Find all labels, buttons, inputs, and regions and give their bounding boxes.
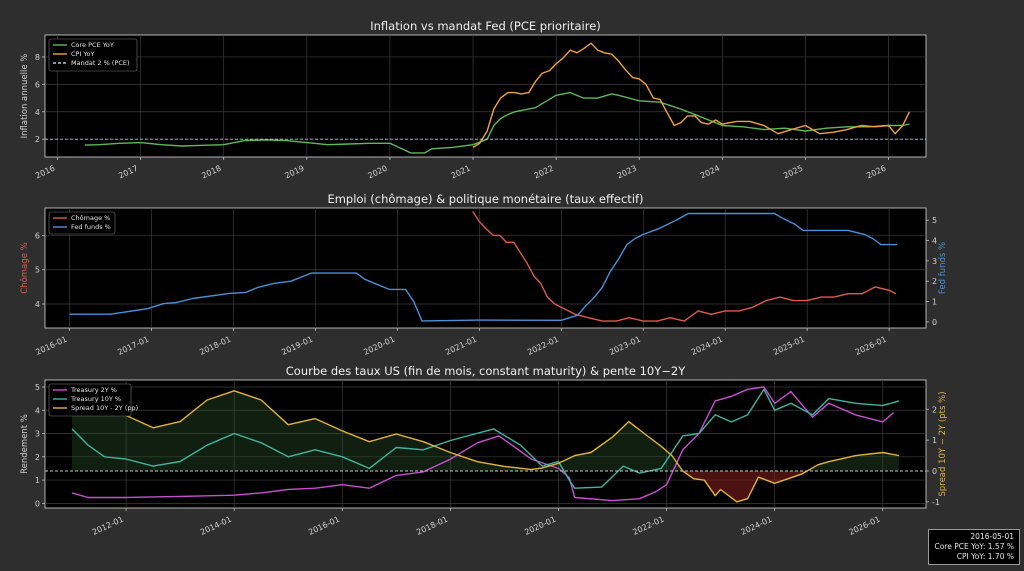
y-tick-label: 5 (35, 266, 40, 275)
plot-area (44, 379, 927, 509)
legend-label: Core PCE YoY (71, 41, 114, 49)
legend-label: Treasury 2Y % (70, 386, 117, 394)
legend-label: Spread 10Y - 2Y (pp) (71, 404, 138, 412)
x-tick-label: 2020-01 (523, 515, 557, 537)
x-tick-label: 2025-01 (772, 335, 806, 357)
y-axis-label-right: Spread 10Y − 2Y (pts %) (938, 391, 948, 496)
chart-title: Inflation vs mandat Fed (PCE prioritaire… (370, 19, 601, 33)
legend-label: Fed funds % (71, 223, 111, 231)
y-axis-label: Inflation annuelle % (20, 54, 30, 139)
series-line-treasury-2y- (71, 386, 895, 502)
y-axis-label-right: Fed funds % (938, 242, 948, 294)
x-tick-label: 2024-01 (739, 515, 773, 537)
legend-label: Mandat 2 % (PCE) (71, 59, 130, 67)
x-tick-label: 2026-01 (854, 335, 888, 357)
plot-area (44, 34, 927, 158)
y-right-tick-label: 4 (932, 237, 937, 246)
x-tick-label: 2019-01 (280, 335, 314, 357)
x-tick-label: 2018-01 (415, 515, 449, 537)
y-right-tick-label: 1 (932, 436, 937, 445)
y-right-tick-label: 2 (932, 277, 937, 286)
chart-title: Courbe des taux US (fin de mois, constan… (286, 364, 686, 378)
y-tick-label: 4 (35, 108, 40, 117)
plot-area (44, 207, 927, 329)
chart-panel-3: Courbe des taux US (fin de mois, constan… (20, 364, 948, 537)
series-line-cpi-yoy (472, 42, 911, 148)
y-right-tick-label: 5 (932, 216, 937, 225)
x-tick-label: 2016-01 (34, 335, 68, 357)
series-line-ch-mage- (472, 211, 897, 322)
x-tick-label: 2016-01 (307, 515, 341, 537)
x-tick-label: 2021 (450, 164, 472, 181)
x-tick-label: 2020 (367, 164, 389, 181)
y-tick-label: 8 (35, 53, 40, 62)
x-tick-label: 2022-01 (526, 335, 560, 357)
spread-positive-area (72, 386, 899, 471)
tooltip-core-pce: Core PCE YoY: 1.57 % (934, 542, 1014, 551)
series-line-fed-funds- (69, 212, 898, 322)
chart-panel-2: Emploi (chômage) & politique monétaire (… (19, 192, 948, 357)
hover-tooltip: 2016-05-01 Core PCE YoY: 1.57 % CPI YoY:… (928, 529, 1020, 565)
x-tick-label: 2022-01 (631, 515, 665, 537)
y-tick-label: 1 (35, 476, 40, 485)
x-tick-label: 2017 (117, 164, 139, 181)
chart-title: Emploi (chômage) & politique monétaire (… (327, 192, 643, 206)
legend-label: Chômage % (71, 214, 110, 222)
x-tick-label: 2023-01 (608, 335, 642, 357)
x-tick-label: 2023 (616, 164, 638, 181)
series-line-spread-10y-2y-pp- (71, 385, 900, 503)
y-right-tick-label: 1 (932, 298, 937, 307)
y-tick-label: 4 (35, 406, 40, 415)
series-line-treasury-10y- (71, 388, 900, 489)
y-right-tick-label: 0 (932, 318, 937, 327)
y-right-tick-label: 3 (932, 257, 937, 266)
x-tick-label: 2012-01 (91, 515, 125, 537)
legend-label: CPI YoY (71, 50, 95, 58)
tooltip-cpi: CPI YoY: 1.70 % (956, 552, 1014, 561)
x-tick-label: 2014-01 (199, 515, 233, 537)
y-tick-label: 3 (35, 430, 40, 439)
y-tick-label: 2 (35, 135, 40, 144)
x-tick-label: 2025 (782, 164, 804, 181)
x-tick-label: 2019 (283, 164, 305, 181)
tooltip-date: 2016-05-01 (970, 532, 1014, 541)
y-axis-label: Chômage % (19, 242, 30, 293)
legend-label: Treasury 10Y % (70, 395, 121, 403)
legend-frame (48, 38, 138, 72)
legend: Treasury 2Y %Treasury 10Y %Spread 10Y - … (48, 383, 138, 417)
x-tick-label: 2026-01 (847, 515, 881, 537)
x-tick-label: 2016 (34, 164, 56, 181)
y-tick-label: 4 (35, 300, 40, 309)
y-right-tick-label: 2 (932, 405, 937, 414)
y-axis-label: Rendement % (20, 414, 30, 474)
y-tick-label: 6 (35, 231, 40, 240)
y-tick-label: 2 (35, 453, 40, 462)
y-tick-label: 6 (35, 80, 40, 89)
x-tick-label: 2018 (200, 164, 222, 181)
x-tick-label: 2022 (533, 164, 555, 181)
series-line-core-pce-yoy (84, 91, 910, 154)
legend: Chômage %Fed funds % (48, 211, 116, 235)
legend-frame (48, 383, 132, 417)
x-tick-label: 2020-01 (362, 335, 396, 357)
x-tick-label: 2024 (699, 164, 721, 181)
x-tick-label: 2017-01 (116, 335, 150, 357)
y-right-tick-label: -1 (932, 498, 940, 507)
y-tick-label: 5 (35, 383, 40, 392)
x-tick-label: 2018-01 (198, 335, 232, 357)
y-tick-label: 0 (35, 499, 40, 508)
x-tick-label: 2021-01 (444, 335, 478, 357)
chart-panel-1: Inflation vs mandat Fed (PCE prioritaire… (20, 19, 927, 181)
spread-negative-area (72, 470, 899, 502)
x-tick-label: 2024-01 (690, 335, 724, 357)
x-tick-label: 2026 (865, 164, 887, 181)
y-right-tick-label: 0 (932, 467, 937, 476)
